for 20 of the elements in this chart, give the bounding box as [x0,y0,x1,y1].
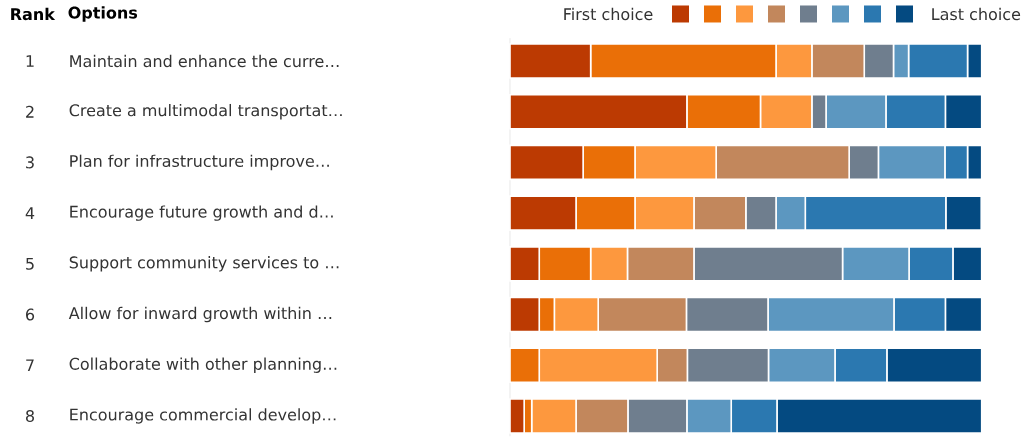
y-tick-label: Maintain and enhance the curre… [70,54,339,68]
y-tick-label: Encourage commercial develop… [70,408,336,424]
text: 3 [26,156,34,169]
text: 7 [26,359,34,372]
text: 2 [26,105,34,118]
text: 1 [26,55,34,67]
y-axis-title: Options [68,6,138,22]
text: 8 [26,409,34,423]
y-tick-label: Support community services to … [69,256,339,272]
text: 4 [25,207,35,219]
text: 5 [26,257,34,270]
y-tick-label: Collaborate with other planning… [69,357,337,373]
y-tick-label: Allow for inward growth within … [68,306,332,323]
text: Rank [11,7,56,21]
series-label: First choice [564,7,653,21]
y-tick-label: Encourage future growth and d… [70,205,333,221]
text: 6 [26,308,35,321]
y-tick-label: Plan for infrastructure improve… [70,154,329,171]
legend-label: Last choice [932,7,1021,21]
y-tick-label: Create a multimodal transportat… [69,103,342,120]
